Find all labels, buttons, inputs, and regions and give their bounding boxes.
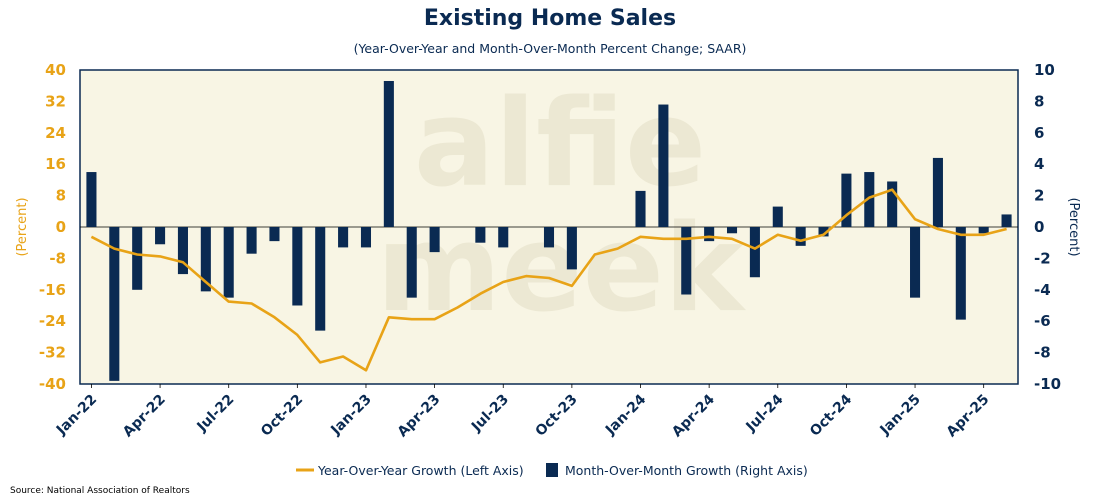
x-tick-label: Apr-23 bbox=[395, 392, 444, 441]
mom-bar bbox=[910, 227, 921, 298]
left-tick-label: 24 bbox=[45, 124, 66, 142]
mom-bar bbox=[223, 227, 234, 298]
mom-bar bbox=[383, 80, 394, 228]
x-tick-label: Apr-25 bbox=[944, 392, 993, 441]
left-tick-label: 8 bbox=[56, 187, 66, 205]
left-tick-label: -24 bbox=[39, 312, 66, 330]
left-tick-label: -40 bbox=[39, 375, 66, 393]
mom-bar bbox=[338, 227, 349, 248]
mom-bar bbox=[360, 227, 372, 248]
mom-bar bbox=[932, 157, 943, 227]
mom-bar bbox=[1001, 214, 1012, 227]
mom-bar bbox=[795, 227, 806, 246]
x-tick-label: Oct-23 bbox=[532, 392, 580, 440]
mom-bar bbox=[978, 227, 989, 234]
mom-bar bbox=[818, 227, 829, 237]
left-axis-title: (Percent) bbox=[15, 197, 30, 256]
x-tick-label: Jan-23 bbox=[327, 392, 374, 439]
x-tick-label: Apr-22 bbox=[120, 392, 169, 441]
x-tick-label: Apr-24 bbox=[669, 391, 718, 440]
right-tick-label: -2 bbox=[1034, 249, 1051, 267]
mom-bar bbox=[841, 173, 852, 227]
mom-bar bbox=[864, 172, 875, 227]
right-tick-label: 10 bbox=[1034, 61, 1055, 79]
mom-bar bbox=[498, 227, 509, 248]
x-tick-label: Jan-24 bbox=[602, 391, 649, 438]
mom-bar bbox=[887, 181, 898, 227]
mom-bar bbox=[726, 227, 738, 234]
mom-bar bbox=[429, 227, 440, 253]
mom-bar bbox=[132, 227, 143, 290]
x-tick-label: Jul-23 bbox=[468, 392, 512, 436]
legend-line-label: Year-Over-Year Growth (Left Axis) bbox=[317, 463, 524, 478]
mom-bar bbox=[269, 227, 280, 242]
mom-bar bbox=[772, 206, 783, 227]
x-tick-label: Jan-25 bbox=[877, 392, 924, 439]
right-tick-label: -10 bbox=[1034, 375, 1061, 393]
right-tick-label: 0 bbox=[1034, 218, 1044, 236]
mom-bar bbox=[406, 227, 417, 298]
left-tick-label: 16 bbox=[45, 155, 66, 173]
right-axis-title: (Percent) bbox=[1066, 197, 1081, 256]
left-tick-label: 40 bbox=[45, 61, 66, 79]
mom-bar bbox=[566, 227, 577, 270]
legend-bar-label: Month-Over-Month Growth (Right Axis) bbox=[565, 463, 808, 478]
source-note: Source: National Association of Realtors bbox=[10, 486, 190, 496]
mom-bar bbox=[109, 227, 120, 381]
x-tick-label: Oct-22 bbox=[258, 392, 306, 440]
left-tick-label: 0 bbox=[56, 218, 66, 236]
left-tick-label: -8 bbox=[49, 249, 66, 267]
left-tick-label: -16 bbox=[39, 281, 66, 299]
mom-bar bbox=[704, 227, 715, 242]
mom-bar bbox=[315, 227, 326, 331]
x-tick-label: Jul-24 bbox=[743, 391, 787, 435]
mom-bar bbox=[475, 227, 486, 243]
mom-bar bbox=[658, 104, 669, 227]
mom-bar bbox=[86, 172, 97, 227]
mom-bar bbox=[543, 227, 555, 248]
mom-bar bbox=[155, 227, 166, 245]
x-tick-label: Jan-22 bbox=[53, 392, 100, 439]
legend-bar-swatch bbox=[546, 463, 558, 477]
mom-bar bbox=[635, 190, 646, 227]
mom-bar bbox=[200, 227, 211, 292]
mom-bar bbox=[292, 227, 303, 306]
mom-bar bbox=[749, 227, 760, 278]
yoy-line bbox=[90, 188, 1007, 372]
right-tick-label: -8 bbox=[1034, 344, 1051, 362]
x-tick-label: Oct-24 bbox=[807, 391, 855, 439]
mom-bar bbox=[177, 227, 188, 275]
right-tick-label: 2 bbox=[1034, 187, 1044, 205]
watermark-text: alfie bbox=[414, 75, 706, 214]
right-tick-label: 8 bbox=[1034, 92, 1044, 110]
chart-title: Existing Home Sales bbox=[423, 6, 677, 31]
mom-bar bbox=[246, 227, 257, 254]
left-tick-label: 32 bbox=[45, 92, 66, 110]
mom-bar bbox=[681, 227, 692, 295]
right-tick-label: 4 bbox=[1034, 155, 1044, 173]
right-tick-label: -4 bbox=[1034, 281, 1051, 299]
left-tick-label: -32 bbox=[39, 344, 66, 362]
right-tick-label: -6 bbox=[1034, 312, 1051, 330]
x-tick-label: Jul-22 bbox=[193, 392, 237, 436]
right-tick-label: 6 bbox=[1034, 124, 1044, 142]
chart-subtitle: (Year-Over-Year and Month-Over-Month Per… bbox=[353, 41, 747, 56]
mom-bar bbox=[955, 227, 966, 320]
